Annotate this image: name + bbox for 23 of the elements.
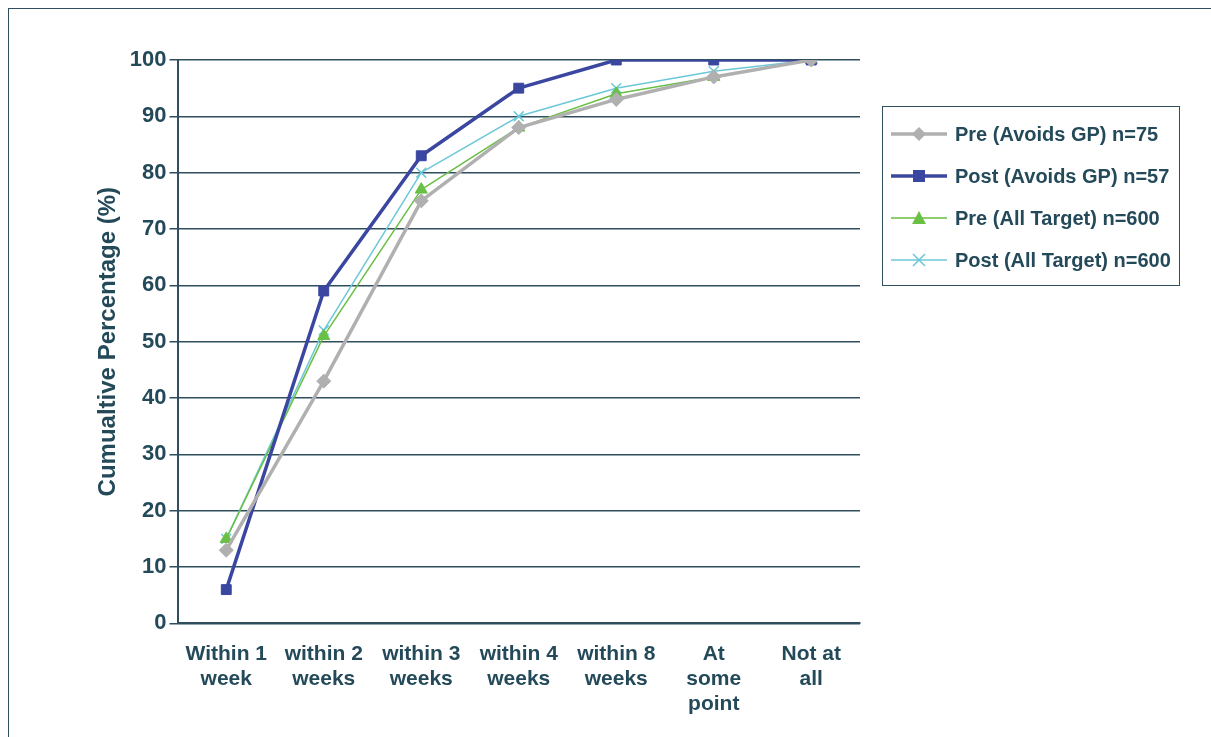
y-tick-label: 10 (142, 553, 167, 579)
x-tick-label: within 2 weeks (283, 640, 363, 689)
x-tick-label: within 8 weeks (576, 640, 656, 689)
x-tick-label: Within 1 week (185, 640, 268, 689)
legend-label: Post (Avoids GP) n=57 (955, 164, 1170, 188)
y-tick-label: 60 (142, 271, 167, 297)
y-tick-label: 70 (142, 215, 167, 241)
y-tick-label: 40 (142, 384, 167, 410)
y-tick-label: 0 (154, 609, 167, 635)
y-tick-label: 100 (129, 46, 167, 72)
y-tick-label: 90 (142, 102, 167, 128)
y-tick-label: 80 (142, 158, 167, 184)
y-tick-label: 50 (142, 327, 167, 353)
x-tick-label: Not at all (781, 640, 841, 689)
x-tick-label: within 3 weeks (381, 640, 461, 689)
x-tick-label: At some point (686, 640, 742, 715)
legend-label: Post (All Target) n=600 (955, 248, 1171, 272)
y-tick-label: 20 (142, 496, 167, 522)
legend-label: Pre (All Target) n=600 (955, 206, 1160, 230)
y-tick-label: 30 (142, 440, 167, 466)
y-axis-title: Cumualtive Percentage (%) (93, 186, 121, 497)
x-tick-label: within 4 weeks (478, 640, 559, 689)
legend-label: Pre (Avoids GP) n=75 (955, 122, 1159, 146)
